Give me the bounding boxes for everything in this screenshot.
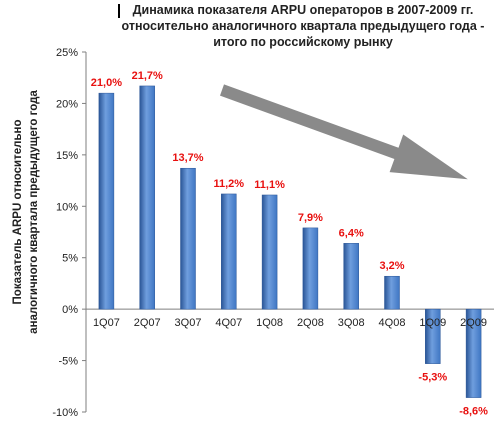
bar-2Q08 [302, 227, 319, 310]
trend-arrow [220, 84, 468, 180]
y-tick-label: 25% [56, 47, 78, 59]
y-axis-label-line2: аналогичного квартала предыдущего года [28, 90, 40, 334]
data-label: 21,7% [132, 70, 163, 82]
data-label: -5,3% [418, 372, 447, 384]
x-tick-label: 4Q07 [215, 317, 242, 329]
y-tick-label: -10% [52, 407, 78, 419]
data-label: 3,2% [379, 260, 404, 272]
bar-1Q07 [98, 92, 115, 310]
x-tick-label: 4Q08 [379, 317, 406, 329]
bar-1Q09 [425, 308, 441, 364]
y-tick-label: 15% [56, 150, 78, 162]
y-axis-label: Показатель ARPU относительно аналогичног… [12, 90, 40, 334]
chart-title: Динамика показателя ARPU операторов в 20… [121, 3, 485, 49]
trend-arrow-shape [220, 84, 468, 180]
x-tick-label: 1Q07 [93, 317, 120, 329]
x-tick-label: 3Q08 [338, 317, 365, 329]
data-label: 11,1% [254, 179, 285, 191]
data-label: 21,0% [91, 77, 122, 89]
x-tick-label: 1Q08 [256, 317, 283, 329]
x-tick-label: 2Q08 [297, 317, 324, 329]
bar-4Q07 [221, 193, 237, 310]
bar-1Q08 [261, 194, 278, 310]
y-tick-label: -5% [58, 356, 78, 368]
data-label: 11,2% [214, 178, 245, 190]
title-accent-mark [118, 4, 120, 18]
x-tick-label: 2Q09 [460, 317, 487, 329]
y-tick-label: 20% [56, 98, 78, 110]
y-tick-label: 5% [62, 253, 78, 265]
x-tick-label: 2Q07 [134, 317, 161, 329]
x-tick-label: 3Q07 [175, 317, 202, 329]
bar-2Q09 [465, 308, 482, 398]
bar-3Q07 [180, 167, 196, 310]
y-tick-label: 10% [56, 201, 78, 213]
data-label: 6,4% [339, 227, 364, 239]
data-label: -8,6% [459, 406, 488, 418]
x-tick-label: 1Q09 [419, 317, 446, 329]
data-label: 13,7% [172, 152, 203, 164]
bar-2Q07 [139, 85, 155, 310]
data-label: 7,9% [298, 212, 323, 224]
bar-4Q08 [384, 275, 400, 310]
y-axis-label-line1: Показатель ARPU относительно [12, 120, 24, 305]
y-tick-label: 0% [62, 304, 78, 316]
bar-3Q08 [343, 243, 359, 310]
